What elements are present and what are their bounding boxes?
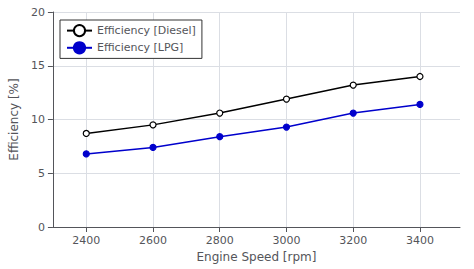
svg-text:5: 5 (38, 167, 45, 180)
svg-text:2400: 2400 (72, 234, 100, 247)
svg-text:2600: 2600 (139, 234, 167, 247)
svg-text:3200: 3200 (339, 234, 367, 247)
svg-text:Engine Speed [rpm]: Engine Speed [rpm] (196, 250, 316, 264)
svg-text:20: 20 (31, 6, 45, 19)
svg-text:15: 15 (31, 59, 45, 72)
svg-text:2800: 2800 (206, 234, 234, 247)
svg-text:3000: 3000 (272, 234, 300, 247)
svg-text:0: 0 (38, 221, 45, 234)
svg-text:3400: 3400 (406, 234, 434, 247)
svg-text:Efficiency [%]: Efficiency [%] (7, 78, 21, 160)
svg-text:Efficiency [Diesel]: Efficiency [Diesel] (97, 24, 196, 37)
svg-text:Efficiency [LPG]: Efficiency [LPG] (97, 41, 183, 54)
svg-text:10: 10 (31, 113, 45, 126)
